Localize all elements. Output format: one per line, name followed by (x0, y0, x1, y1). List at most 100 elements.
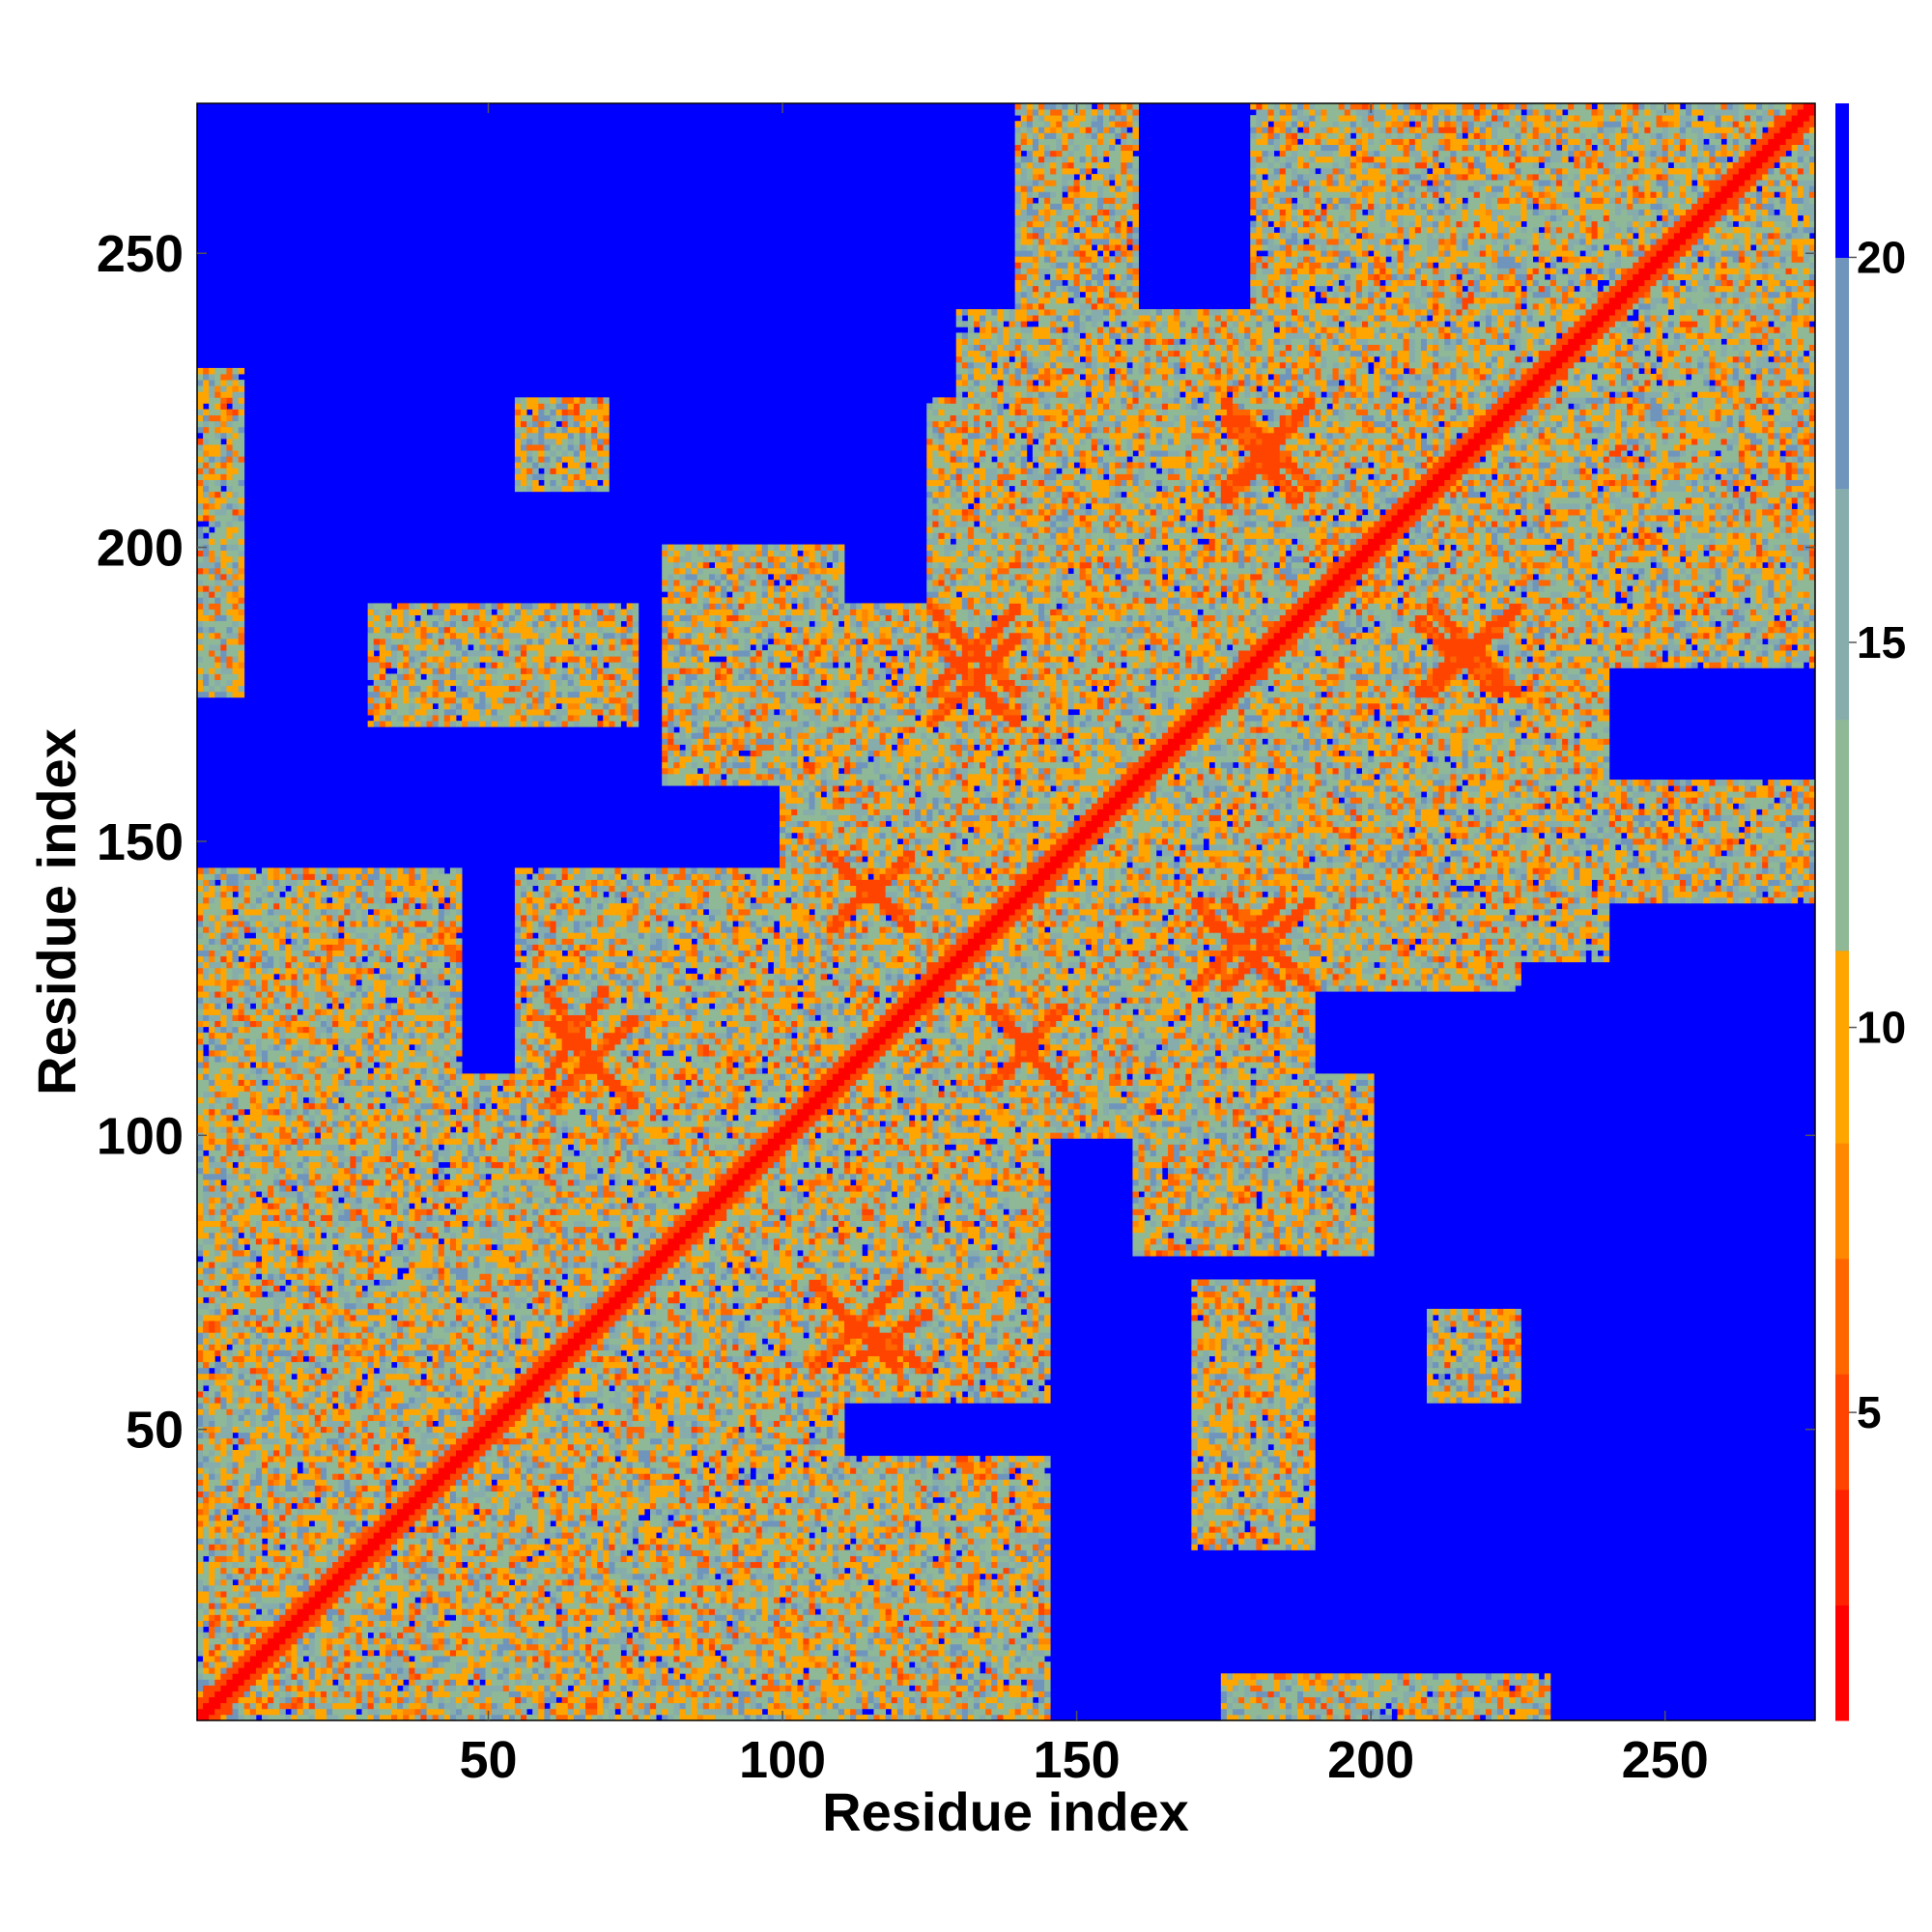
heatmap-cell (780, 1685, 785, 1690)
heatmap-cell (544, 1667, 550, 1673)
heatmap-cell (1391, 1673, 1397, 1679)
heatmap-cell (650, 1703, 656, 1709)
heatmap-cell (968, 1691, 974, 1697)
heatmap-cell (433, 1709, 439, 1715)
heatmap-cell (1415, 1679, 1421, 1685)
heatmap-cell (926, 1709, 932, 1715)
heatmap-cell (833, 1662, 838, 1667)
heatmap-cell (433, 1697, 439, 1703)
heatmap-cell (368, 1627, 374, 1633)
heatmap-cell (692, 1685, 697, 1690)
heatmap-cell (1268, 1679, 1274, 1685)
heatmap-cell (1527, 1691, 1533, 1697)
heatmap-cell (374, 1638, 380, 1644)
heatmap-cell (433, 1633, 439, 1638)
heatmap-cell (538, 1667, 544, 1673)
heatmap-cell (609, 1627, 614, 1633)
heatmap-cell (679, 1703, 685, 1709)
heatmap-cell (444, 1667, 450, 1673)
heatmap-cell (915, 1621, 921, 1627)
heatmap-cell (309, 1667, 315, 1673)
heatmap-cell (627, 1621, 633, 1627)
heatmap-cell (279, 1662, 285, 1667)
heatmap-cell (1415, 1697, 1421, 1703)
heatmap-cell (662, 1662, 668, 1667)
heatmap-cell (521, 1697, 526, 1703)
heatmap-cell (844, 1638, 850, 1644)
heatmap-cell (209, 1633, 214, 1638)
heatmap-cell (821, 1685, 827, 1690)
heatmap-cell (250, 1703, 256, 1709)
heatmap-cell (315, 1673, 321, 1679)
heatmap-cell (344, 1662, 350, 1667)
heatmap-cell (721, 1650, 726, 1656)
heatmap-cell (1415, 1703, 1421, 1709)
heatmap-cell (409, 1662, 414, 1667)
heatmap-cell (591, 1621, 597, 1627)
heatmap-cell (262, 1691, 268, 1697)
heatmap-cell (991, 1662, 997, 1667)
heatmap-cell (1009, 1709, 1015, 1715)
heatmap-cell (980, 1673, 985, 1679)
heatmap-cell (321, 1685, 327, 1690)
heatmap-cell (562, 1627, 568, 1633)
heatmap-cell (844, 1709, 850, 1715)
heatmap-cell (462, 1633, 468, 1638)
heatmap-cell (997, 1667, 1003, 1673)
heatmap-cell (639, 1667, 644, 1673)
heatmap-cell (397, 1691, 403, 1697)
heatmap-cell (668, 1709, 673, 1715)
heatmap-cell (556, 1673, 562, 1679)
heatmap-cell (580, 1638, 585, 1644)
heatmap-cell (268, 1685, 273, 1690)
heatmap-cell (697, 1685, 703, 1690)
heatmap-cell (355, 1650, 361, 1656)
heatmap-cell (903, 1709, 909, 1715)
heatmap-cell (862, 1703, 867, 1709)
heatmap-cell (991, 1691, 997, 1697)
heatmap-cell (951, 1673, 956, 1679)
heatmap-cell (521, 1662, 526, 1667)
heatmap-cell (892, 1673, 897, 1679)
heatmap-cell (768, 1679, 774, 1685)
heatmap-cell (821, 1633, 827, 1638)
heatmap-cell (1250, 1685, 1256, 1690)
heatmap-cell (544, 1638, 550, 1644)
heatmap-cell (692, 1703, 697, 1709)
heatmap-cell (774, 1627, 780, 1633)
heatmap-cell (862, 1697, 867, 1703)
heatmap-cell (509, 1679, 515, 1685)
heatmap-cell (503, 1679, 509, 1685)
heatmap-cell (780, 1638, 785, 1644)
heatmap-cell (668, 1703, 673, 1709)
heatmap-cell (1326, 1679, 1332, 1685)
heatmap-cell (768, 1662, 774, 1667)
heatmap-cell (1009, 1633, 1015, 1638)
heatmap-cell (1021, 1650, 1027, 1656)
heatmap-cell (732, 1621, 738, 1627)
heatmap-cell (492, 1673, 497, 1679)
heatmap-cell (838, 1662, 844, 1667)
heatmap-cell (903, 1633, 909, 1638)
heatmap-cell (332, 1685, 338, 1690)
heatmap-cell (450, 1638, 456, 1644)
heatmap-cell (250, 1644, 256, 1650)
heatmap-cell (197, 1703, 203, 1709)
heatmap-cell (603, 1709, 609, 1715)
heatmap-cell (209, 1662, 214, 1667)
heatmap-cell (250, 1667, 256, 1673)
heatmap-cell (591, 1685, 597, 1690)
heatmap-cell (1515, 1673, 1520, 1679)
heatmap-cell (721, 1709, 726, 1715)
heatmap-cell (485, 1627, 491, 1633)
heatmap-cell (515, 1633, 521, 1638)
heatmap-cell (473, 1656, 479, 1662)
heatmap-cell (262, 1667, 268, 1673)
heatmap-cell (568, 1709, 574, 1715)
heatmap-cell (350, 1650, 355, 1656)
heatmap-cell (226, 1627, 232, 1633)
heatmap-cell (298, 1638, 303, 1644)
heatmap-cell (291, 1679, 297, 1685)
heatmap-cell (1463, 1673, 1468, 1679)
heatmap-cell (751, 1691, 756, 1697)
